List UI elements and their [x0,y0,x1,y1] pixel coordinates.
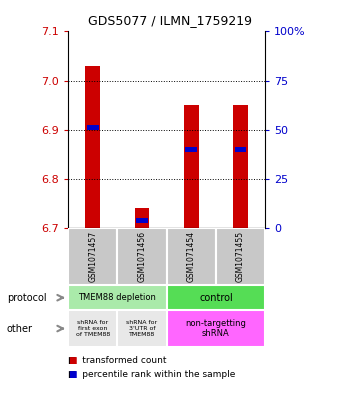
Text: control: control [199,293,233,303]
Text: shRNA for
first exon
of TMEM88: shRNA for first exon of TMEM88 [75,320,110,337]
Bar [117,228,167,285]
Text: non-targetting
shRNA: non-targetting shRNA [185,319,246,338]
Text: GSM1071454: GSM1071454 [187,231,196,282]
Bar [68,310,117,347]
Bar [136,218,148,223]
Text: ■: ■ [68,371,76,379]
Bar [233,105,248,228]
Text: ■: ■ [68,356,76,365]
Text: protocol: protocol [7,293,47,303]
Text: GDS5077 / ILMN_1759219: GDS5077 / ILMN_1759219 [88,14,252,27]
Bar [167,310,265,347]
Text: other: other [7,323,33,334]
Bar [167,228,216,285]
Text: TMEM88 depletion: TMEM88 depletion [78,293,156,302]
Bar [167,285,265,310]
Text: GSM1071455: GSM1071455 [236,231,245,282]
Bar [216,228,265,285]
Text: ■  transformed count: ■ transformed count [68,356,167,365]
Text: shRNA for
3'UTR of
TMEM88: shRNA for 3'UTR of TMEM88 [126,320,157,337]
Bar [235,147,246,152]
Bar [87,125,99,130]
Bar [68,228,117,285]
Bar [117,310,167,347]
Text: GSM1071456: GSM1071456 [137,231,147,282]
Bar [85,66,100,228]
Bar [68,285,167,310]
Bar [184,105,199,228]
Bar [135,208,149,228]
Bar [185,147,197,152]
Text: GSM1071457: GSM1071457 [88,231,97,282]
Text: ■  percentile rank within the sample: ■ percentile rank within the sample [68,371,235,379]
